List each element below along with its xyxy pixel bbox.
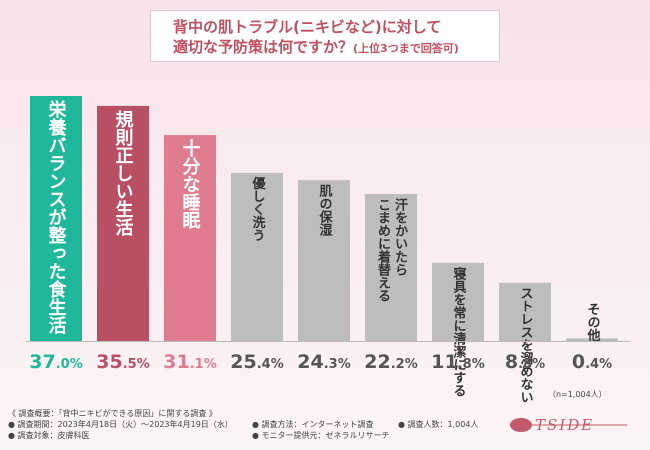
value-label-4: 25.4% bbox=[230, 351, 283, 373]
bar-label-2: 規則正しい生活 bbox=[113, 110, 134, 237]
bar-5 bbox=[298, 180, 350, 341]
bar-label-4: 優しく洗う bbox=[250, 176, 267, 242]
chart-title-box: 背中の肌トラブル(ニキビなど)に対して 適切な予防策は何ですか？(上位3つまで回… bbox=[150, 10, 500, 62]
bar-label-1: 栄養バランスが整った食生活 bbox=[46, 99, 68, 335]
bar-label-9: その他 bbox=[585, 302, 602, 342]
bar-1 bbox=[30, 96, 82, 341]
footer-survey-method: ● 調査方法：インターネット調査 bbox=[252, 420, 374, 429]
footer-survey-summary: 《 調査概要：「背中ニキビができる原因」に関する調査 》 bbox=[8, 409, 217, 418]
bar-label-3: 十分な睡眠 bbox=[180, 138, 201, 230]
bar-4 bbox=[231, 172, 283, 341]
value-label-5: 24.3% bbox=[297, 351, 350, 373]
sample-size-note: （n=1,004人） bbox=[548, 390, 607, 399]
bar-7 bbox=[432, 262, 484, 341]
value-label-9: 0.4% bbox=[572, 351, 612, 373]
footer-survey-provider: ● モニター提供元：ゼネラルリサーチ bbox=[252, 431, 390, 440]
bar-label-5: 肌の保湿 bbox=[317, 184, 334, 237]
footer-survey-count: ● 調査人数：1,004人 bbox=[398, 420, 479, 429]
bar-3 bbox=[164, 135, 216, 341]
footer-survey-period: ● 調査期間：2023年4月18日（火）〜2023年4月19日（水） bbox=[8, 420, 233, 429]
value-label-7: 11.8% bbox=[431, 351, 484, 373]
value-label-2: 35.5% bbox=[96, 351, 149, 373]
chart-title-line1: 背中の肌トラブル(ニキビなど)に対して bbox=[173, 18, 442, 36]
bar-label-6-line2: こまめに着替える bbox=[375, 198, 392, 302]
chart-title-line2: 適切な予防策は何ですか？(上位3つまで回答可) bbox=[173, 37, 499, 59]
bar-label-8: ストレスを溜めない bbox=[518, 287, 534, 404]
bar-label-6-line1: 汗をかいたら bbox=[392, 197, 408, 276]
bar-9 bbox=[566, 338, 618, 341]
footer-survey-target: ● 調査対象：皮膚科医 bbox=[8, 431, 90, 440]
tside-logo: TSIDE bbox=[510, 416, 627, 434]
value-label-3: 31.1% bbox=[163, 351, 216, 373]
bar-label-7: 寝具を常に清潔にする bbox=[451, 266, 467, 397]
chart-title-question: 適切な予防策は何ですか？ bbox=[173, 38, 354, 56]
value-label-1: 37.0% bbox=[29, 351, 82, 373]
logo-text: TSIDE bbox=[535, 416, 594, 434]
value-label-6: 22.2% bbox=[364, 351, 417, 373]
bar-8 bbox=[499, 282, 551, 341]
bar-2 bbox=[97, 105, 149, 341]
chart-title-note: (上位3つまで回答可) bbox=[353, 42, 459, 55]
value-label-8: 8.8% bbox=[505, 351, 545, 373]
bar-6 bbox=[365, 194, 417, 341]
